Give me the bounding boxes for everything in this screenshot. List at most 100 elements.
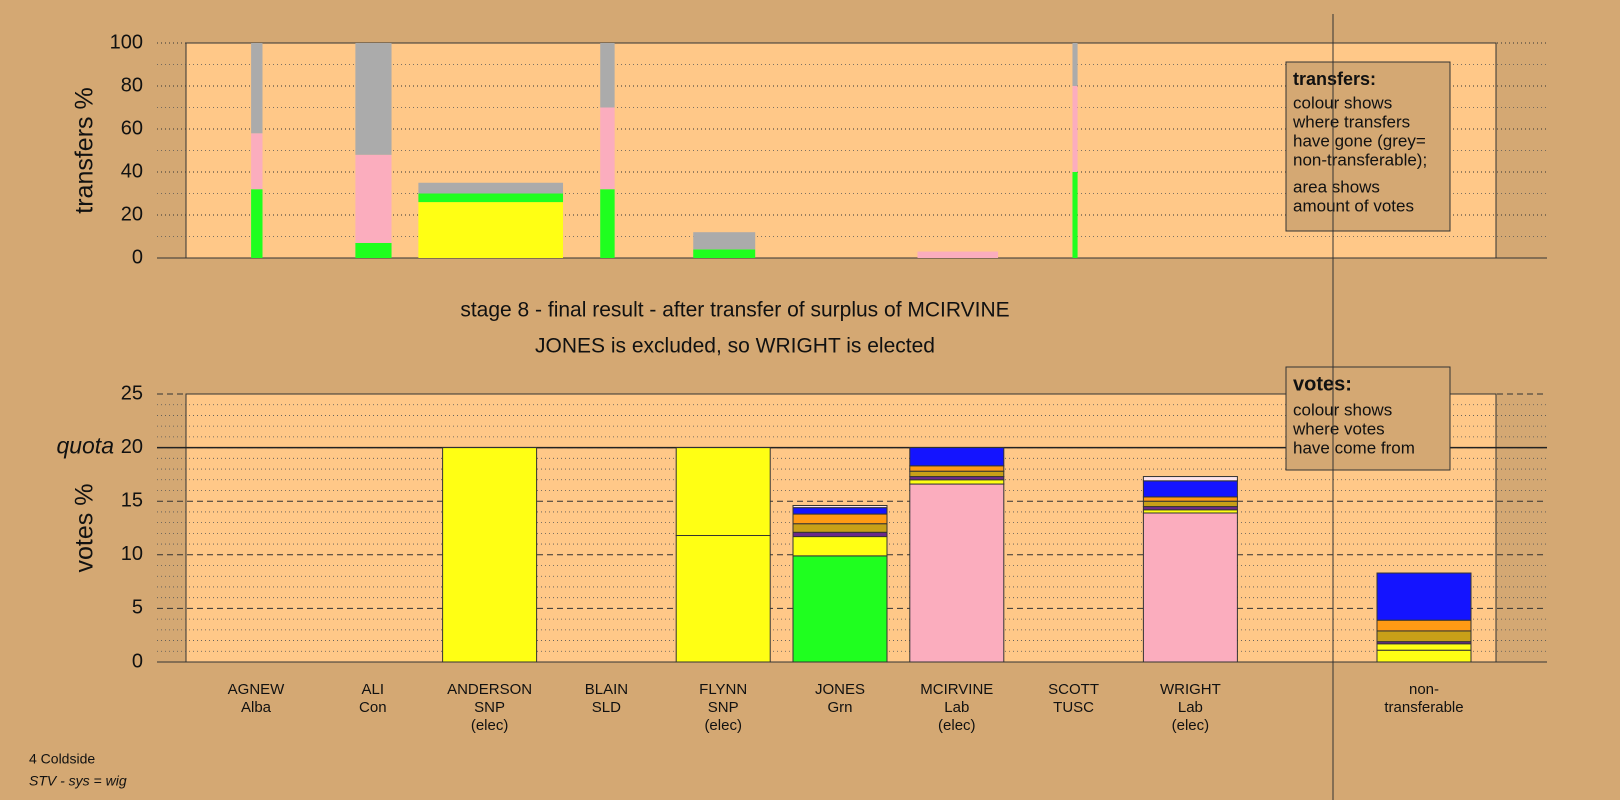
y-tick-label: 20	[121, 436, 143, 458]
x-tick-label: Con	[359, 699, 387, 716]
y-tick-label: 25	[121, 382, 143, 404]
transfer-bar	[600, 189, 615, 258]
vote-bar	[1142, 500, 1238, 508]
legend-text: area shows	[1293, 177, 1380, 196]
transfer-bar	[600, 107, 615, 190]
vote-bar	[1142, 480, 1238, 498]
legend-text: colour shows	[1293, 93, 1392, 112]
x-tick-label: SNP	[474, 699, 505, 716]
x-tick-label: ALI	[362, 681, 385, 698]
x-tick-label: (elec)	[1172, 717, 1210, 734]
vote-bar	[792, 523, 888, 533]
vote-bar	[1376, 630, 1472, 643]
vote-bar	[1376, 619, 1472, 632]
footer-text: 4 Coldside	[29, 751, 95, 767]
vote-bar	[792, 507, 888, 515]
x-tick-label: (elec)	[938, 717, 976, 734]
vote-bar	[909, 447, 1005, 467]
x-tick-label: Lab	[944, 699, 969, 716]
legend-text: have gone (grey=	[1293, 131, 1426, 150]
transfer-bar	[1072, 43, 1078, 86]
legend-title: transfers:	[1293, 69, 1376, 89]
y-tick-label: 10	[121, 543, 143, 565]
vote-bar	[792, 504, 888, 509]
legend-text: amount of votes	[1293, 196, 1414, 215]
x-tick-label: SCOTT	[1048, 681, 1099, 698]
transfer-bar	[251, 189, 263, 258]
x-tick-label: Alba	[241, 699, 272, 716]
vote-bar	[675, 535, 771, 663]
subtitle: JONES is excluded, so WRIGHT is elected	[535, 335, 935, 358]
vote-bar	[1376, 643, 1472, 651]
x-tick-label: Grn	[827, 699, 852, 716]
vote-bar	[1142, 476, 1238, 482]
y-tick-label: 15	[121, 489, 143, 511]
vote-bar	[1376, 649, 1472, 663]
legend-text: have come from	[1293, 438, 1415, 457]
x-tick-label: SNP	[708, 699, 739, 716]
transfer-bar	[1072, 172, 1078, 258]
x-tick-label: SLD	[592, 699, 621, 716]
vote-bar	[1142, 512, 1238, 663]
y-tick-label: 0	[132, 650, 143, 672]
transfer-bar	[693, 249, 756, 258]
quota-label: quota	[56, 433, 114, 459]
y-axis-label: transfers %	[71, 87, 99, 213]
transfer-bar	[1072, 86, 1078, 172]
vote-bar	[792, 513, 888, 525]
vote-bar	[909, 470, 1005, 478]
x-tick-label: (elec)	[471, 717, 509, 734]
x-tick-label: Lab	[1178, 699, 1203, 716]
x-tick-label: JONES	[815, 681, 865, 698]
x-tick-label: non-	[1409, 681, 1439, 698]
subtitle: stage 8 - final result - after transfer …	[460, 299, 1009, 322]
transfer-bar	[418, 193, 564, 203]
x-tick-label: BLAIN	[585, 681, 628, 698]
y-tick-label: 0	[132, 246, 143, 268]
transfer-bar	[355, 154, 392, 243]
legend-box	[1285, 61, 1451, 232]
legend-text: non-transferable);	[1293, 150, 1427, 169]
transfer-bar	[251, 133, 263, 190]
x-tick-label: FLYNN	[699, 681, 747, 698]
x-tick-label: transferable	[1384, 699, 1463, 716]
y-tick-label: 5	[132, 597, 143, 619]
legend-text: colour shows	[1293, 400, 1392, 419]
vote-bar	[909, 483, 1005, 663]
y-tick-label: 100	[110, 31, 143, 53]
vote-bar	[792, 531, 888, 538]
x-tick-label: ANDERSON	[447, 681, 532, 698]
vote-bar	[1142, 496, 1238, 502]
legend-box	[1285, 366, 1451, 471]
y-axis-label: votes %	[71, 484, 99, 573]
transfer-bar	[355, 242, 392, 258]
vote-bar	[792, 536, 888, 557]
x-tick-label: AGNEW	[228, 681, 286, 698]
x-tick-label: TUSC	[1053, 699, 1094, 716]
vote-bar	[1376, 572, 1472, 621]
x-tick-label: MCIRVINE	[920, 681, 993, 698]
transfer-bar	[693, 232, 756, 250]
vote-bar	[909, 479, 1005, 485]
transfer-bar	[355, 43, 392, 155]
x-tick-label: WRIGHT	[1160, 681, 1221, 698]
vote-bar	[675, 447, 771, 537]
transfer-bar	[917, 251, 999, 258]
transfer-bar	[251, 43, 263, 134]
legend-text: where transfers	[1292, 112, 1410, 131]
y-tick-label: 20	[121, 203, 143, 225]
x-tick-label: (elec)	[704, 717, 742, 734]
y-tick-label: 40	[121, 160, 143, 182]
y-tick-label: 60	[121, 117, 143, 139]
legend-title: votes:	[1293, 373, 1352, 395]
vote-bar	[909, 465, 1005, 472]
transfer-bar	[418, 202, 564, 258]
y-tick-label: 80	[121, 74, 143, 96]
vote-bar	[792, 555, 888, 663]
footer-text: STV - sys = wig	[29, 773, 127, 789]
vote-bar	[442, 447, 538, 663]
legend-text: where votes	[1292, 419, 1385, 438]
transfer-bar	[600, 43, 615, 108]
